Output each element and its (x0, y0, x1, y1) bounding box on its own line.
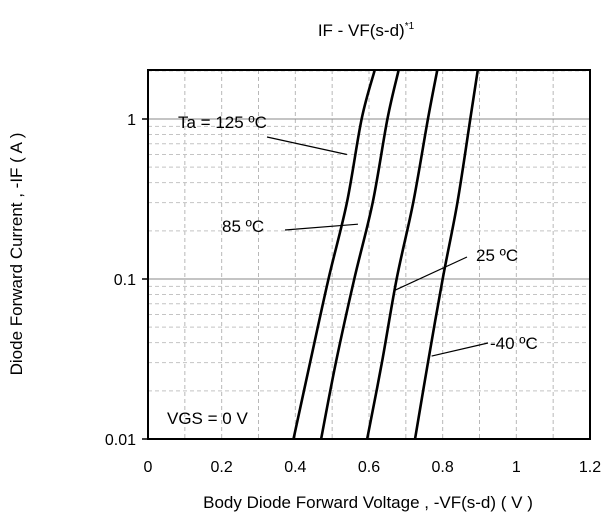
x-tick-label: 0.8 (432, 459, 454, 476)
y-tick-label: 1 (127, 112, 136, 129)
series-line-0 (292, 70, 376, 439)
y-tick-label: 0.1 (114, 272, 136, 289)
grid-major (148, 118, 590, 280)
series-layer (292, 70, 479, 439)
plot-area (147, 69, 591, 440)
y-tick-label: 0.01 (105, 432, 136, 449)
annotation-layer: Ta = 125 ºC 85 ºC 25 ºC -40 ºC VGS = 0 V (167, 113, 538, 428)
condition-label: VGS = 0 V (167, 409, 248, 428)
annotation-leader-line (431, 342, 489, 357)
series-line-2 (365, 70, 439, 439)
leader-layer (266, 136, 489, 357)
x-tick-label: 0.6 (358, 459, 380, 476)
annotation-label: Ta = 125 ºC (178, 113, 267, 132)
plot-frame (147, 69, 591, 440)
x-tick-label: 1.2 (579, 459, 601, 476)
annotation-leader-line (394, 256, 468, 291)
x-axis-tick-labels: 0 0.2 0.4 0.6 0.8 1 1.2 (144, 459, 602, 476)
y-axis-tick-labels: 0.01 0.1 1 (105, 112, 148, 449)
annotation-leader-line (266, 136, 348, 156)
annotation-label: -40 ºC (490, 334, 538, 353)
series-line-3 (413, 70, 479, 439)
annotation-label: 25 ºC (476, 246, 518, 265)
y-axis-label: Diode Forward Current , -IF ( A ) (7, 133, 26, 376)
series-line-1 (319, 70, 400, 439)
annotation-label: 85 ºC (222, 217, 264, 236)
x-tick-label: 0.4 (284, 459, 306, 476)
x-axis-label: Body Diode Forward Voltage , -VF(s-d) ( … (203, 493, 533, 512)
x-tick-label: 0 (144, 459, 153, 476)
chart-title: IF - VF(s-d)*1 (318, 21, 415, 40)
annotation-leader-line (284, 223, 358, 231)
x-tick-label: 1 (512, 459, 521, 476)
x-tick-label: 0.2 (211, 459, 233, 476)
